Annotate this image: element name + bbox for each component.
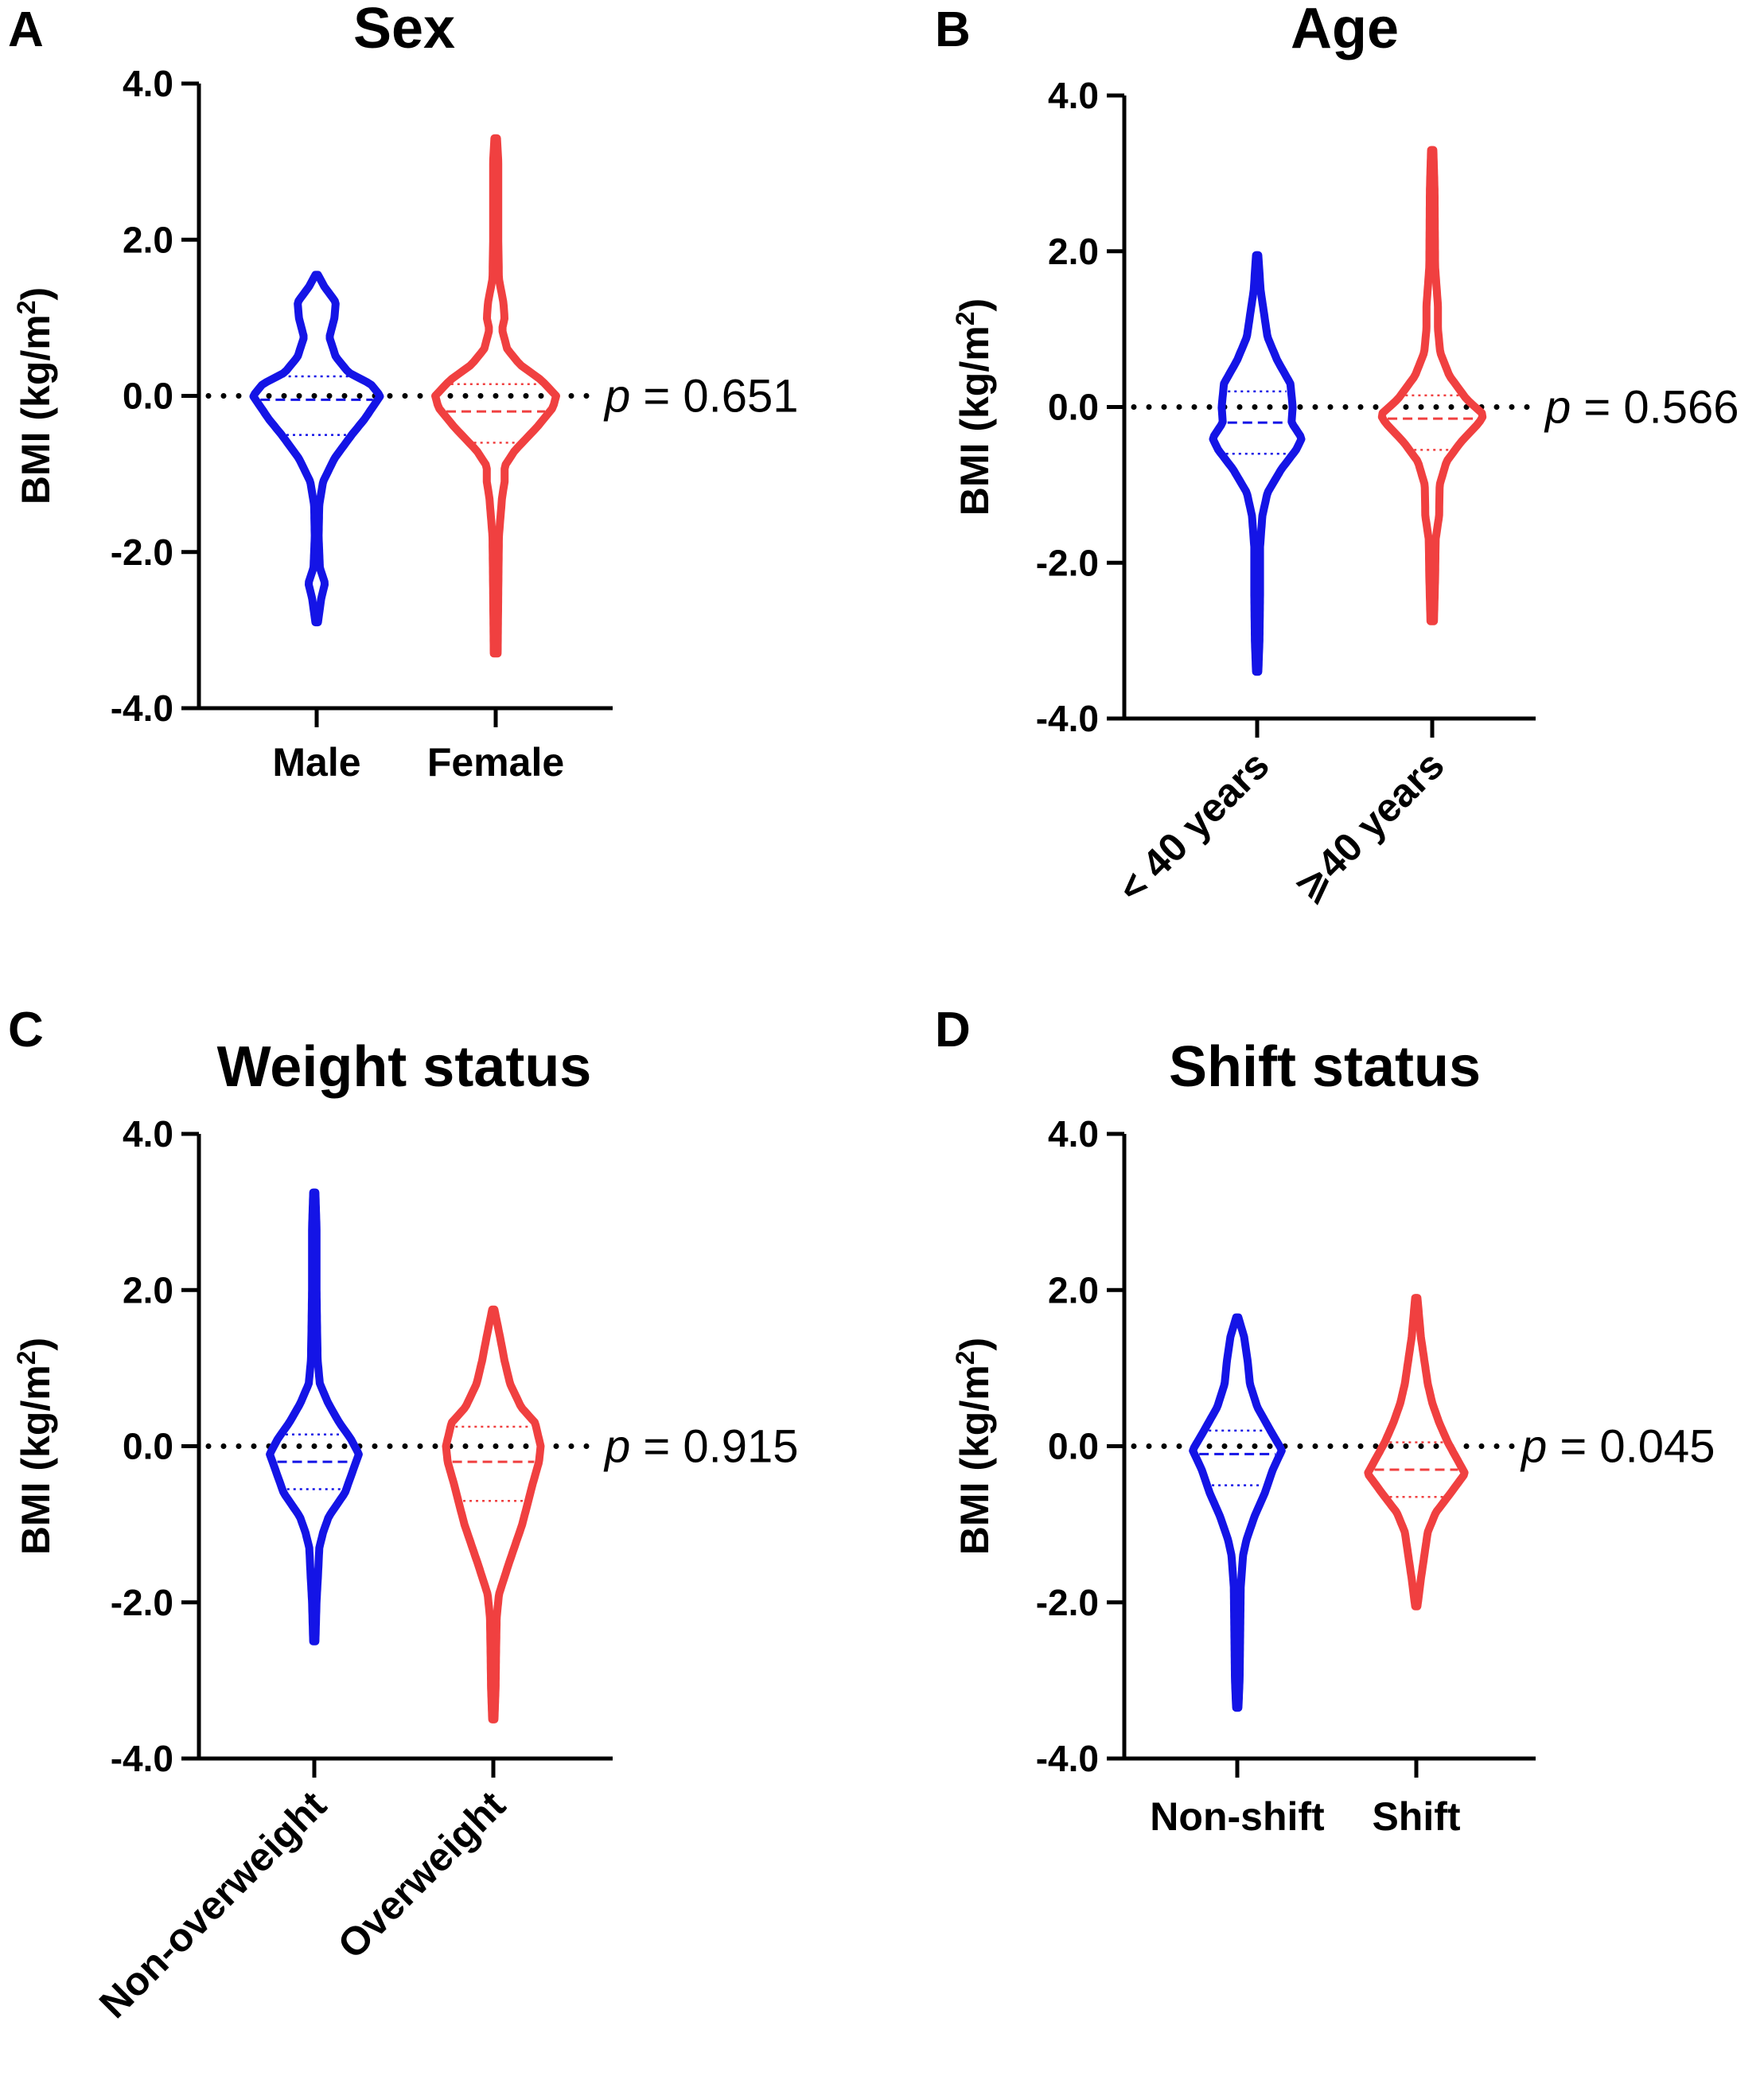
panel-d-violin-1-outline: [1189, 1313, 1286, 1712]
panel-a-title: Sex: [353, 0, 455, 60]
panel-a-ytick-label: -2.0: [111, 532, 173, 573]
panel-a-ytick-label: 4.0: [123, 63, 173, 104]
panel-d-p-value: p = 0.045: [1520, 1421, 1715, 1473]
panel-b-violin-2-outline: [1377, 146, 1487, 625]
panel-c-letter: C: [8, 1003, 44, 1057]
panel-b-ytick-label: 2.0: [1048, 231, 1099, 272]
panel-c-category-label: Non-overweight: [91, 1782, 335, 2027]
panel-d-letter: D: [935, 1003, 971, 1057]
panel-a-ytick-label: -4.0: [111, 687, 173, 729]
panel-c-p-value: p = 0.915: [603, 1421, 799, 1473]
panel-c-title: Weight status: [217, 1035, 592, 1099]
panel-d-ytick-label: 0.0: [1048, 1426, 1099, 1467]
panel-a-ytick-label: 0.0: [123, 376, 173, 417]
panel-a-violin-2-outline: [431, 134, 560, 658]
panel-b: B Age 4.0 2.0 0.0 -2.0 -4.0 BMI (kg/m2) p = 0.56…: [935, 0, 1739, 911]
panel-a-letter: A: [8, 2, 44, 57]
panel-d-violin-1: [1189, 1313, 1286, 1712]
panel-b-violin-1: [1209, 251, 1306, 676]
panel-b-p-value: p = 0.566: [1544, 382, 1739, 434]
panel-b-category-label: < 40 years: [1109, 742, 1278, 911]
panel-a-category-label: Female: [427, 740, 564, 785]
panel-c-category-label: Overweight: [329, 1782, 514, 1967]
panel-a-category-label: Male: [272, 740, 360, 785]
panel-b-ytick-label: -2.0: [1036, 542, 1099, 583]
panel-d-ytick-label: 2.0: [1048, 1269, 1099, 1311]
panel-b-category-label: ⩾40 years: [1285, 742, 1453, 910]
panel-d-ytick-label: 4.0: [1048, 1113, 1099, 1155]
panel-a-violin-1: [249, 271, 384, 627]
panel-c-ytick-label: 4.0: [123, 1113, 173, 1155]
panel-b-violin-2: [1377, 146, 1487, 625]
panel-c: C Weight status 4.0 2.0 0.0 -2.0 -4.0 BMI (kg/m…: [8, 1003, 799, 2027]
panel-c-violin-2-outline: [442, 1305, 545, 1724]
panel-d-ylabel: BMI (kg/m2): [951, 1338, 997, 1555]
panel-a: A Sex 4.0 2.0 0.0 -2.0 -4.0 BMI (kg/m2) p = 0.65…: [8, 0, 799, 785]
panel-d-violin-2: [1364, 1294, 1469, 1611]
panel-a-violin-2: [431, 134, 560, 658]
panel-d-category-label: Non-shift: [1150, 1794, 1325, 1839]
panel-a-violin-1-outline: [249, 271, 384, 627]
panel-d-violin-2-outline: [1364, 1294, 1469, 1611]
panel-b-ylabel: BMI (kg/m2): [951, 298, 997, 516]
panel-a-p-value: p = 0.651: [603, 371, 799, 423]
panel-b-ytick-label: 4.0: [1048, 75, 1099, 116]
panel-c-ytick-label: -2.0: [111, 1582, 173, 1623]
panel-c-violin-1: [266, 1188, 363, 1646]
panel-c-ytick-label: -4.0: [111, 1738, 173, 1779]
panel-c-violin-1-outline: [266, 1188, 363, 1646]
panel-d: D Shift status 4.0 2.0 0.0 -2.0 -4.0 BMI (kg/m2…: [935, 1003, 1715, 1839]
panel-b-letter: B: [935, 2, 971, 57]
panel-a-ylabel: BMI (kg/m2): [12, 287, 58, 504]
panel-c-ylabel: BMI (kg/m2): [12, 1338, 58, 1555]
panel-c-violin-2: [442, 1305, 545, 1724]
panel-c-ytick-label: 2.0: [123, 1269, 173, 1311]
panel-b-ytick-label: -4.0: [1036, 698, 1099, 739]
panel-d-ytick-label: -4.0: [1036, 1738, 1099, 1779]
panel-d-title: Shift status: [1169, 1035, 1481, 1099]
panel-b-violin-1-outline: [1209, 251, 1306, 676]
panel-a-ytick-label: 2.0: [123, 219, 173, 260]
panel-d-ytick-label: -2.0: [1036, 1582, 1099, 1623]
panel-d-category-label: Shift: [1372, 1794, 1460, 1839]
panel-b-title: Age: [1291, 0, 1399, 60]
panel-c-ytick-label: 0.0: [123, 1426, 173, 1467]
panel-b-ytick-label: 0.0: [1048, 387, 1099, 428]
